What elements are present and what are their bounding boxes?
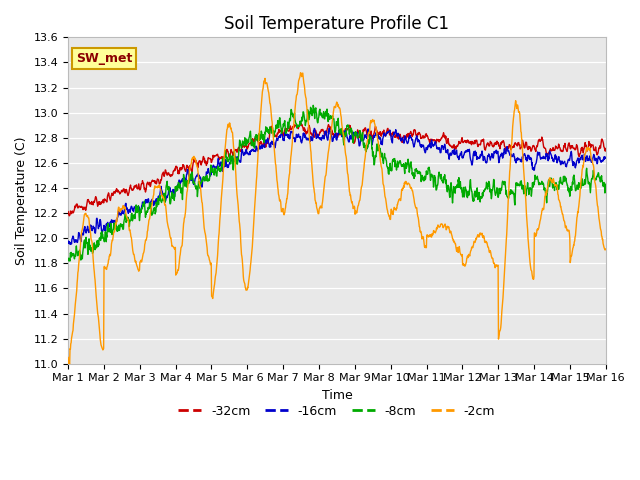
Title: Soil Temperature Profile C1: Soil Temperature Profile C1	[225, 15, 449, 33]
Legend: -32cm, -16cm, -8cm, -2cm: -32cm, -16cm, -8cm, -2cm	[173, 400, 500, 423]
X-axis label: Time: Time	[321, 389, 352, 402]
Text: SW_met: SW_met	[76, 52, 132, 65]
Y-axis label: Soil Temperature (C): Soil Temperature (C)	[15, 136, 28, 265]
